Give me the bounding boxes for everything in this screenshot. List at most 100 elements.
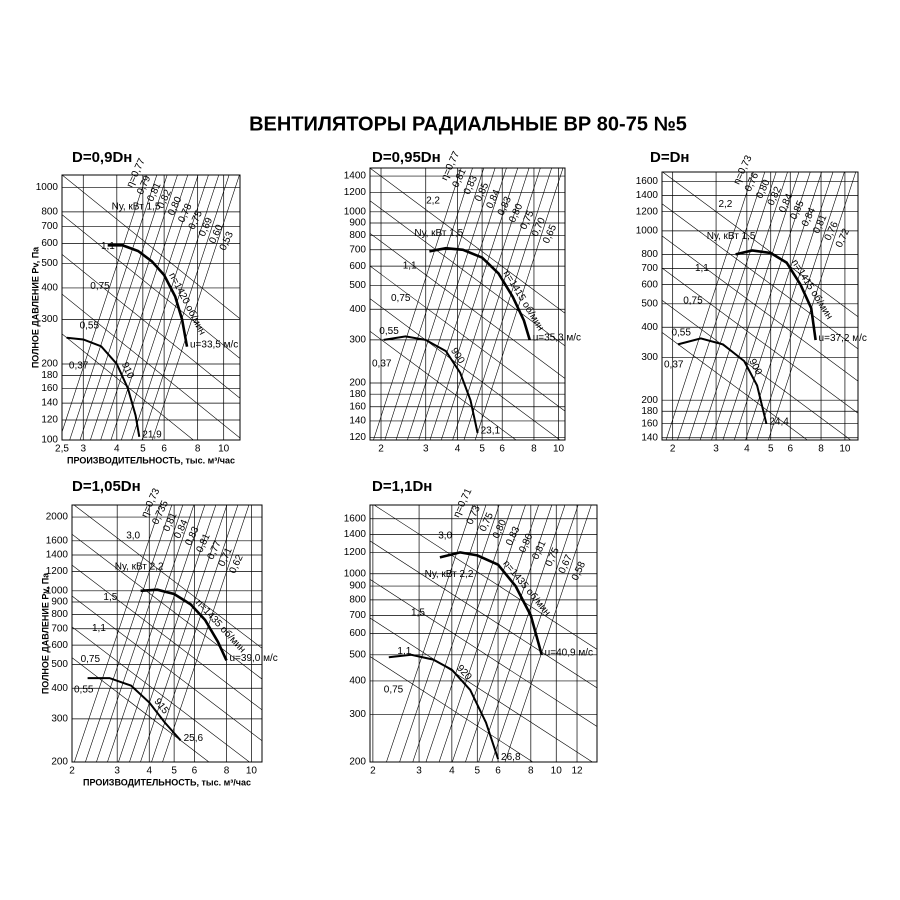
efficiency-ray: [131, 175, 220, 440]
efficiency-ray: [465, 505, 553, 762]
plot: [370, 505, 597, 762]
plot: [72, 505, 262, 762]
x-tick-label: 2: [69, 766, 75, 777]
chart-title: D=0,95Dн: [372, 149, 441, 166]
y-tick-label: 200: [51, 757, 68, 768]
efficiency-ray: [386, 505, 474, 762]
x-tick-label: 2: [370, 766, 376, 777]
y-tick-label: 120: [41, 415, 58, 426]
y-tick-label: 600: [349, 628, 366, 639]
x-tick-label: 3: [713, 444, 719, 455]
power-line: [373, 505, 597, 650]
plot: [370, 168, 565, 440]
y-tick-label: 600: [641, 279, 658, 290]
y-tick-label: 1200: [636, 206, 659, 217]
x-tick-label: 3: [423, 444, 429, 455]
y-tick-label: 300: [349, 335, 366, 346]
power-line: [662, 299, 852, 440]
y-tick-label: 200: [41, 359, 58, 370]
curve-end-label: u=35,3 м/с: [533, 333, 581, 344]
curve-end-label: 21,9: [142, 429, 162, 440]
y-tick-label: 400: [641, 322, 658, 333]
power-label: 0,75: [81, 654, 101, 665]
power-label: Nу, кВт 2,2: [425, 569, 474, 580]
y-tick-label: 1000: [36, 182, 59, 193]
x-tick-label: 10: [553, 444, 565, 455]
power-label: Nу, кВт 2,2: [115, 561, 164, 572]
y-tick-label: 300: [349, 709, 366, 720]
y-tick-label: 1000: [46, 585, 69, 596]
curve-end-label: u=39,0 м/с: [230, 653, 278, 664]
x-tick-label: 5: [171, 766, 177, 777]
efficiency-ray: [688, 172, 777, 440]
power-line: [62, 333, 194, 440]
power-label: 0,55: [671, 327, 691, 338]
efficiency-ray: [79, 175, 168, 440]
curve-end-label: 23,1: [481, 426, 501, 437]
x-tick-label: 6: [499, 444, 505, 455]
x-tick-label: 10: [246, 766, 258, 777]
chart-title: D=0,9Dн: [72, 149, 132, 166]
x-tick-label: 2: [670, 444, 676, 455]
y-tick-label: 1000: [344, 206, 367, 217]
power-line: [370, 330, 517, 440]
y-tick-label: 1600: [636, 176, 659, 187]
efficiency-ray: [429, 168, 519, 440]
chart-title: D=1,1Dн: [372, 478, 432, 495]
y-tick-label: 1400: [636, 190, 659, 201]
y-tick-label: 1200: [46, 566, 69, 577]
power-label: 0,75: [90, 281, 110, 292]
power-label: 1,1: [695, 263, 709, 274]
plot-frame: [369, 167, 566, 441]
efficiency-ray: [768, 172, 857, 440]
x-tick-label: 8: [531, 444, 537, 455]
efficiency-ray: [451, 505, 539, 762]
x-tick-label: 6: [161, 444, 167, 455]
power-line: [662, 235, 858, 382]
y-tick-label: 400: [349, 304, 366, 315]
y-tick-label: 900: [51, 597, 68, 608]
power-label: 1,1: [101, 241, 115, 252]
power-label: 2,2: [426, 195, 440, 206]
power-line: [370, 200, 565, 347]
curve-end-label: 26,8: [501, 752, 521, 763]
power-label: 0,75: [391, 293, 411, 304]
curve-label: 900: [746, 357, 764, 377]
power-line: [62, 214, 240, 359]
efficiency-ray: [118, 505, 206, 762]
y-tick-label: 1400: [344, 529, 367, 540]
power-line: [72, 564, 262, 711]
x-tick-label: 2: [378, 444, 384, 455]
power-line: [62, 293, 240, 439]
power-line: [72, 657, 210, 762]
efficiency-label: 0,58: [570, 560, 588, 583]
x-tick-label: 3: [114, 766, 120, 777]
power-label: 1,1: [92, 623, 106, 634]
x-tick-label: 5: [479, 444, 485, 455]
y-tick-label: 800: [51, 609, 68, 620]
y-tick-label: 700: [41, 221, 58, 232]
efficiency-ray: [733, 172, 822, 440]
power-line: [370, 656, 534, 762]
power-label: 0,37: [372, 358, 392, 369]
y-tick-label: 180: [349, 389, 366, 400]
x-axis-label: ПРОИЗВОДИТЕЛЬНОСТЬ, тыс. м³/час: [83, 777, 251, 787]
y-tick-label: 140: [41, 398, 58, 409]
power-label: 2,2: [718, 199, 732, 210]
plot: [62, 175, 240, 440]
efficiency-ray: [711, 172, 800, 440]
plot: [662, 172, 858, 440]
efficiency-ray: [425, 505, 513, 762]
efficiency-ray: [722, 172, 811, 440]
x-tick-label: 10: [839, 444, 851, 455]
efficiency-ray: [504, 505, 592, 762]
y-tick-label: 700: [349, 244, 366, 255]
efficiency-ray: [151, 175, 240, 440]
y-axis-label: ПОЛНОЕ ДАВЛЕНИЕ Pv, Па: [40, 572, 50, 694]
y-tick-label: 300: [641, 352, 658, 363]
y-tick-label: 700: [349, 610, 366, 621]
efficiency-ray: [399, 505, 487, 762]
curve: [677, 337, 768, 424]
curve-end-label: 25,6: [184, 733, 204, 744]
efficiency-ray: [90, 175, 178, 440]
